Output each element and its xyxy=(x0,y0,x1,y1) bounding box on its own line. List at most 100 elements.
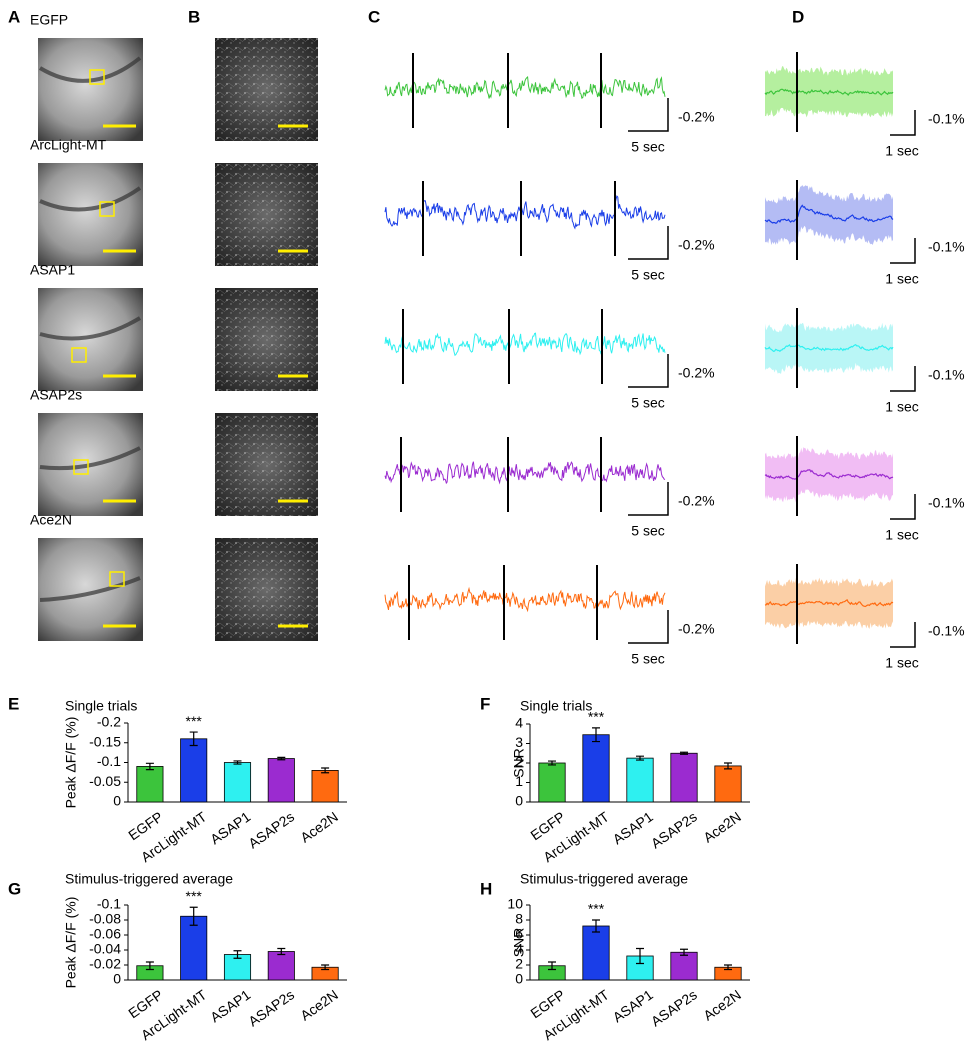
scale-label: -0.1% xyxy=(928,239,965,255)
error-bar xyxy=(724,762,732,770)
roi-box xyxy=(109,571,125,587)
bar xyxy=(582,734,610,803)
average-trace xyxy=(764,469,894,480)
error-bar xyxy=(548,961,556,971)
chart-title: Single trials xyxy=(520,698,592,714)
y-tick-label: 0 xyxy=(113,793,121,809)
error-bar xyxy=(680,751,688,755)
y-tick-label: 1 xyxy=(515,773,523,789)
error-bar xyxy=(321,767,330,774)
vessel xyxy=(39,576,141,602)
y-axis-label: SNR xyxy=(511,928,527,958)
y-tick-label: -0.02 xyxy=(89,956,121,972)
scale-label: -0.1% xyxy=(928,495,965,511)
roi-box xyxy=(99,201,115,217)
scale-bar xyxy=(628,482,669,516)
error-bar xyxy=(233,760,242,765)
row-label: EGFP xyxy=(30,12,68,28)
panel-letter: E xyxy=(8,694,19,713)
y-axis-label: SNR xyxy=(511,748,527,778)
scale-label: 5 sec xyxy=(631,395,664,411)
scale-bar xyxy=(890,238,916,264)
scale-label: 1 sec xyxy=(885,655,918,671)
x-tick-label: ASAP2s xyxy=(245,986,297,1029)
roi-box xyxy=(73,459,89,475)
two-photon-texture xyxy=(215,288,318,391)
y-tick-label: -0.1 xyxy=(97,896,121,912)
y-tick-label: 0 xyxy=(113,971,121,987)
y-tick-label: -0.08 xyxy=(89,911,121,927)
error-bar xyxy=(548,760,556,766)
significance-label: *** xyxy=(186,713,203,729)
error-bar xyxy=(189,906,198,926)
error-bar xyxy=(145,762,154,771)
x-tick-label: ASAP2s xyxy=(245,808,297,851)
average-trace xyxy=(764,343,894,353)
two-photon-texture xyxy=(215,163,318,266)
bar xyxy=(136,766,164,803)
average-trace xyxy=(764,599,894,608)
y-tick-label: 10 xyxy=(507,896,523,912)
x-tick-label: ASAP2s xyxy=(648,986,700,1029)
y-tick-label: 0 xyxy=(515,793,523,809)
error-bar xyxy=(189,731,198,747)
scale-label: 5 sec xyxy=(631,267,664,283)
bar xyxy=(267,951,295,981)
y-tick-label: 3 xyxy=(515,734,523,750)
widefield-image xyxy=(38,538,143,641)
error-bar xyxy=(680,948,688,956)
scale-label: 1 sec xyxy=(885,399,918,415)
panel-letter: D xyxy=(792,7,804,26)
y-tick-label: 8 xyxy=(515,911,523,927)
scale-label: -0.2% xyxy=(678,237,715,253)
two-photon-texture xyxy=(215,413,318,516)
error-bar xyxy=(321,964,330,971)
panel-letter: C xyxy=(368,7,380,26)
image-rows: EGFP -0.2% 5 sec -0.1% 1 sec ArcLight-MT -0.2%… xyxy=(30,12,965,671)
scale-label: -0.2% xyxy=(678,109,715,125)
scale-label: 1 sec xyxy=(885,143,918,159)
chart-title: Single trials xyxy=(65,698,137,714)
scale-label: 5 sec xyxy=(631,523,664,539)
panel-letter: A xyxy=(8,7,20,26)
panel-letter: G xyxy=(8,879,21,898)
scale-label: -0.1% xyxy=(928,367,965,383)
bar xyxy=(180,738,208,803)
two-photon-texture xyxy=(215,538,318,641)
average-trace xyxy=(764,88,894,96)
trace xyxy=(384,586,666,613)
scale-label: 1 sec xyxy=(885,527,918,543)
error-bar xyxy=(636,947,644,965)
significance-label: *** xyxy=(588,709,605,725)
x-tick-label: ASAP2s xyxy=(648,808,700,851)
y-tick-label: 2 xyxy=(515,754,523,770)
scale-bar xyxy=(890,494,916,520)
trace xyxy=(384,461,666,485)
row-label: ASAP1 xyxy=(30,262,75,278)
x-tick-label: Ace2N xyxy=(297,986,341,1023)
scale-label: -0.2% xyxy=(678,493,715,509)
bar xyxy=(538,762,566,803)
scale-bar xyxy=(628,98,669,132)
y-axis-label: Peak ΔF/F (%) xyxy=(63,897,79,989)
error-bar xyxy=(277,947,286,956)
significance-label: *** xyxy=(588,901,605,917)
panel-letters: A B C D E F G H xyxy=(8,7,804,898)
y-tick-label: 4 xyxy=(515,941,523,957)
error-bar xyxy=(145,961,154,971)
error-bar xyxy=(592,919,600,933)
bar xyxy=(311,770,339,803)
roi-box xyxy=(71,347,87,363)
significance-label: *** xyxy=(186,888,203,904)
bar xyxy=(714,765,742,803)
error-bar xyxy=(592,727,600,743)
bar xyxy=(582,925,610,981)
vessel xyxy=(39,186,142,212)
widefield-image xyxy=(38,38,143,141)
panel-letter: H xyxy=(480,879,492,898)
bar-charts: Single trials Peak ΔF/F (%) 0 -0.05 -0.1 -0.1… xyxy=(63,698,750,1043)
scale-bar xyxy=(890,622,916,648)
vessel xyxy=(39,446,141,471)
trace xyxy=(384,75,666,100)
